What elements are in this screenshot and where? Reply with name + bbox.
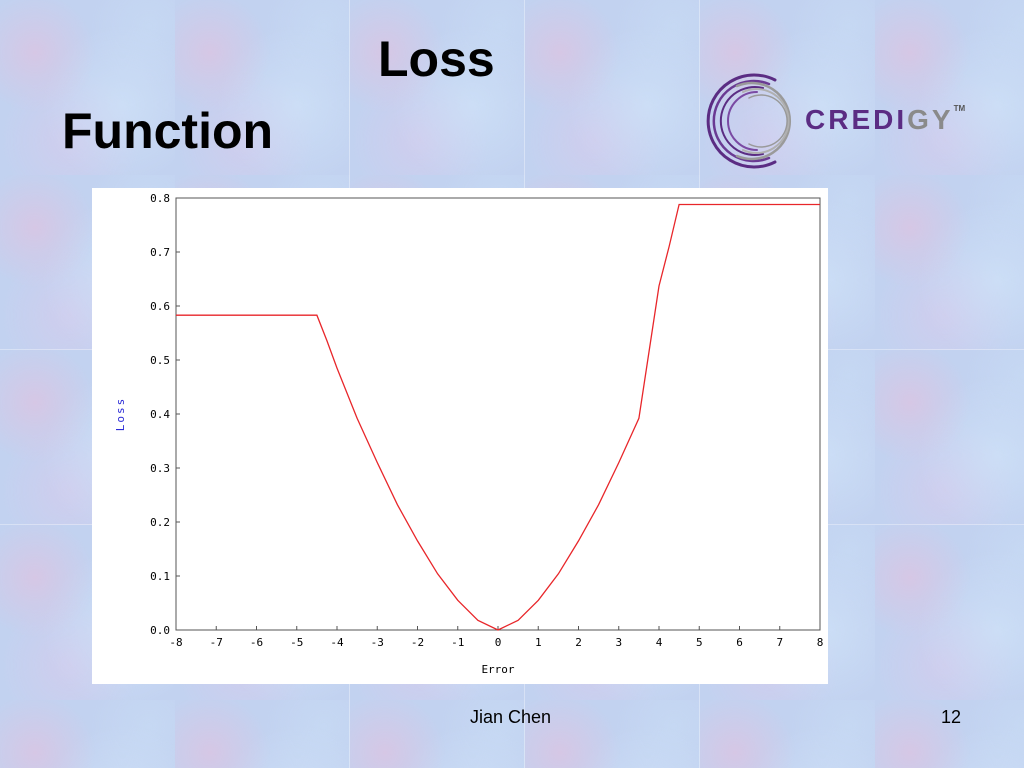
y-axis-ticks: 0.0 0.1 0.2 0.3 0.4 0.5 0.6 0.7 0.8 [150,192,180,637]
x-tick-label: -4 [330,636,344,649]
x-tick-label: 8 [817,636,824,649]
x-tick-label: -1 [451,636,464,649]
x-tick-label: 7 [776,636,783,649]
footer-author: Jian Chen [470,707,552,727]
x-axis-label: Error [481,663,514,676]
footer-page-number: 12 [941,707,962,727]
x-tick-label: -6 [250,636,263,649]
credigy-logo: CREDIGYTM [697,66,997,176]
x-tick-label: 2 [575,636,582,649]
x-tick-label: -3 [371,636,384,649]
x-tick-label: -2 [411,636,424,649]
series-group [176,203,820,631]
loss-series-line [176,203,820,631]
y-tick-label: 0.5 [150,354,170,367]
slide-title-line2: Function [62,103,274,159]
y-tick-label: 0.1 [150,570,170,583]
loss-chart: -8 -7 -6 -5 -4 -3 -2 -1 0 1 2 3 4 5 6 7 8 0.0 0.1 0.2 0.3 0.… [92,188,828,684]
y-tick-label: 0.0 [150,624,170,637]
logo-trademark: TM [953,104,966,113]
x-axis-ticks: -8 -7 -6 -5 -4 -3 -2 -1 0 1 2 3 4 5 6 7 8 [169,626,823,649]
logo-wordmark: CREDIGYTM [805,104,965,136]
x-tick-label: 1 [535,636,542,649]
x-tick-label: 0 [495,636,502,649]
x-tick-label: -7 [210,636,223,649]
x-tick-label: -5 [290,636,303,649]
x-tick-label: 4 [656,636,663,649]
y-tick-label: 0.8 [150,192,170,205]
x-tick-label: 6 [736,636,743,649]
y-tick-label: 0.4 [150,408,170,421]
y-tick-label: 0.6 [150,300,170,313]
y-tick-label: 0.3 [150,462,170,475]
logo-text-gy: GY [907,104,954,135]
loss-chart-svg: -8 -7 -6 -5 -4 -3 -2 -1 0 1 2 3 4 5 6 7 8 0.00.10.20.30.… [114,192,823,676]
x-tick-label: 5 [696,636,703,649]
y-axis-label: Loss [114,397,127,432]
y-tick-label: 0.7 [150,246,170,259]
x-tick-label: 3 [615,636,622,649]
slide-title-line1: Loss [378,31,495,87]
logo-swirl-icon [706,73,792,169]
y-tick-label: 0.2 [150,516,170,529]
logo-text-credi: CREDI [805,104,908,135]
x-tick-label: -8 [169,636,182,649]
plot-frame [175,197,821,631]
